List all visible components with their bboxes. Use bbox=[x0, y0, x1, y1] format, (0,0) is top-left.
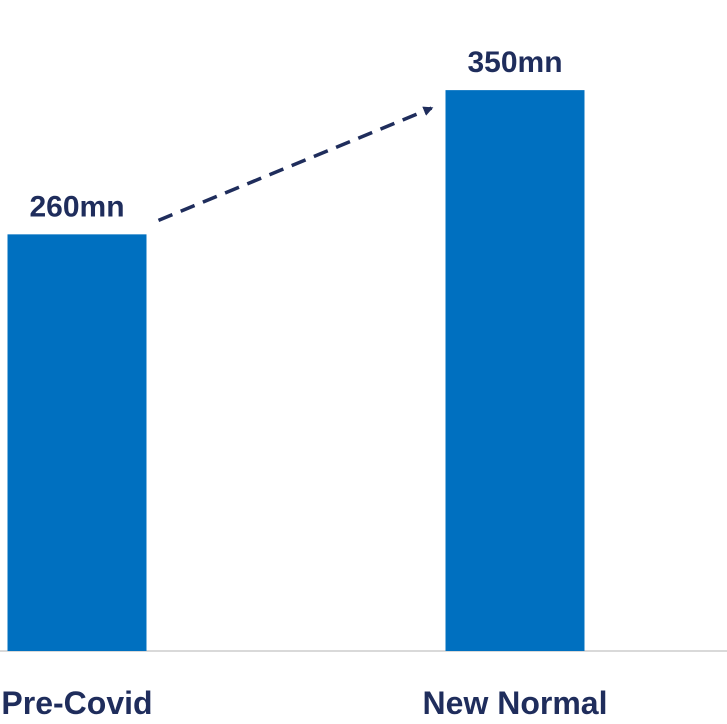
data-label-new-normal: 350mn bbox=[467, 46, 562, 79]
data-label-pre-covid: 260mn bbox=[29, 190, 124, 223]
category-label-pre-covid: Pre-Covid bbox=[1, 685, 152, 721]
trend-arrow bbox=[157, 106, 434, 222]
bar-new-normal bbox=[445, 90, 585, 651]
bar-pre-covid bbox=[7, 234, 147, 651]
category-label-new-normal: New Normal bbox=[423, 685, 608, 721]
